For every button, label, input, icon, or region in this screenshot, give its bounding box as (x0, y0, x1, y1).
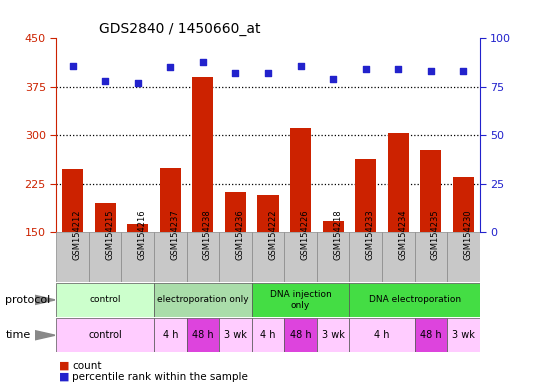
Text: ■: ■ (59, 361, 70, 371)
Text: 48 h: 48 h (290, 330, 311, 340)
Text: GSM154230: GSM154230 (464, 210, 472, 260)
Text: GSM154226: GSM154226 (301, 210, 310, 260)
Polygon shape (35, 331, 55, 340)
Bar (414, 318, 447, 352)
Bar (94, 203, 116, 232)
Bar (388, 133, 409, 232)
Text: GSM154218: GSM154218 (333, 210, 342, 260)
Text: 4 h: 4 h (162, 330, 178, 340)
Bar (349, 283, 480, 317)
Bar (89, 232, 122, 282)
Bar (355, 159, 376, 232)
Bar (317, 232, 349, 282)
Bar (187, 318, 219, 352)
Text: count: count (72, 361, 102, 371)
Point (329, 76, 338, 82)
Text: 4 h: 4 h (374, 330, 390, 340)
Bar (453, 177, 474, 232)
Point (264, 70, 272, 76)
Text: control: control (90, 295, 121, 305)
Text: protocol: protocol (5, 295, 50, 305)
Bar (225, 192, 246, 232)
Text: GSM154216: GSM154216 (138, 210, 147, 260)
Bar (127, 224, 148, 232)
Bar (219, 318, 252, 352)
Text: 48 h: 48 h (192, 330, 214, 340)
Bar (323, 221, 344, 232)
Text: DNA injection
only: DNA injection only (270, 290, 331, 310)
Bar (62, 169, 83, 232)
Bar (187, 232, 219, 282)
Bar (192, 77, 213, 232)
Bar (122, 232, 154, 282)
Bar (284, 232, 317, 282)
Bar (257, 195, 279, 232)
Text: electroporation only: electroporation only (157, 295, 249, 305)
Text: percentile rank within the sample: percentile rank within the sample (72, 372, 248, 382)
Point (133, 80, 142, 86)
Point (198, 59, 207, 65)
Point (361, 66, 370, 73)
Bar (154, 232, 187, 282)
Text: DNA electroporation: DNA electroporation (369, 295, 460, 305)
Point (427, 68, 435, 74)
Point (68, 63, 77, 69)
Point (231, 70, 240, 76)
Bar (219, 232, 252, 282)
Text: GDS2840 / 1450660_at: GDS2840 / 1450660_at (99, 22, 260, 36)
Text: 4 h: 4 h (260, 330, 276, 340)
Text: GSM154237: GSM154237 (170, 209, 179, 260)
Text: GSM154238: GSM154238 (203, 209, 212, 260)
Text: GSM154234: GSM154234 (398, 210, 407, 260)
Text: GSM154215: GSM154215 (105, 210, 114, 260)
Bar (160, 168, 181, 232)
Bar (154, 283, 252, 317)
Bar (382, 232, 414, 282)
Point (459, 68, 468, 74)
Bar (154, 318, 187, 352)
Bar (290, 127, 311, 232)
Bar (420, 150, 442, 232)
Text: 3 wk: 3 wk (224, 330, 247, 340)
Bar (414, 232, 447, 282)
Text: control: control (88, 330, 122, 340)
Bar (56, 283, 154, 317)
Text: GSM154222: GSM154222 (268, 210, 277, 260)
Text: 48 h: 48 h (420, 330, 442, 340)
Bar (56, 232, 89, 282)
Bar (447, 232, 480, 282)
Bar (349, 232, 382, 282)
Bar (252, 283, 349, 317)
Point (296, 63, 305, 69)
Polygon shape (35, 295, 55, 305)
Bar (447, 318, 480, 352)
Text: 3 wk: 3 wk (322, 330, 345, 340)
Text: GSM154212: GSM154212 (72, 210, 81, 260)
Bar (317, 318, 349, 352)
Bar (349, 318, 414, 352)
Text: GSM154236: GSM154236 (235, 209, 244, 260)
Bar (284, 318, 317, 352)
Bar (252, 318, 284, 352)
Point (101, 78, 109, 84)
Bar (252, 232, 284, 282)
Text: time: time (5, 330, 31, 340)
Point (394, 66, 403, 73)
Bar (56, 318, 154, 352)
Text: GSM154235: GSM154235 (431, 210, 440, 260)
Text: 3 wk: 3 wk (452, 330, 475, 340)
Text: GSM154233: GSM154233 (366, 209, 375, 260)
Text: ■: ■ (59, 372, 70, 382)
Point (166, 65, 175, 71)
